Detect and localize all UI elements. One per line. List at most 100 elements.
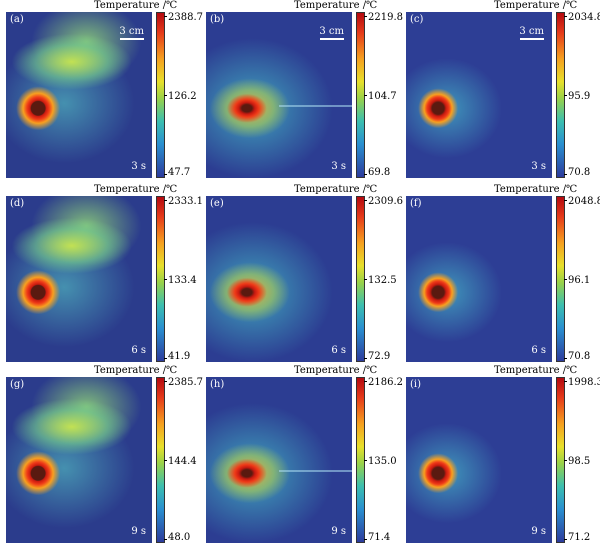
panel-time-label: 9 s xyxy=(131,526,146,537)
thermal-plume xyxy=(406,377,552,543)
colorbar-title: Temperature /℃ xyxy=(294,184,378,195)
thermal-panel: (a) 3 s 3 cm Temperature /℃ 2388.7 126.2 47.7 xyxy=(6,0,203,180)
colorbar-tick xyxy=(564,539,567,540)
colorbar-mid-label: 98.5 xyxy=(568,456,591,467)
colorbar-title: Temperature /℃ xyxy=(294,0,378,11)
colorbar-tick xyxy=(364,279,367,280)
colorbar-tick xyxy=(564,95,567,96)
scale-bar: 3 cm xyxy=(519,26,544,40)
colorbar-max-label: 2186.2 xyxy=(368,377,403,388)
scale-bar-line xyxy=(119,38,144,40)
scale-bar-line xyxy=(319,38,344,40)
colorbar-mid-label: 126.2 xyxy=(168,91,197,102)
thermal-image: (a) 3 s 3 cm xyxy=(6,12,152,178)
colorbar-tick xyxy=(564,358,567,359)
colorbar-tick xyxy=(364,381,367,382)
colorbar-max-label: 2333.1 xyxy=(168,196,203,207)
thermal-panel: (c) 3 s 3 cm Temperature /℃ 2034.8 95.9 70.8 xyxy=(406,0,600,180)
colorbar-tick xyxy=(164,539,167,540)
colorbar-tick xyxy=(364,460,367,461)
panel-letter: (e) xyxy=(210,198,224,209)
colorbar-tick xyxy=(164,200,167,201)
colorbar-tick xyxy=(564,174,567,175)
panel-time-label: 6 s xyxy=(531,345,546,356)
colorbar-min-label: 71.4 xyxy=(368,532,391,543)
colorbar-title: Temperature /℃ xyxy=(494,365,578,376)
thermal-image: (d) 6 s xyxy=(6,196,152,362)
colorbar-max-label: 2219.8 xyxy=(368,12,403,23)
panel-time-label: 3 s xyxy=(331,161,346,172)
thermal-panel: (b) 3 s 3 cm Temperature /℃ 2219.8 104.7 69.8 xyxy=(206,0,403,180)
panel-letter: (c) xyxy=(410,14,424,25)
colorbar-title: Temperature /℃ xyxy=(94,184,178,195)
thermal-plume xyxy=(206,196,352,362)
panel-letter: (f) xyxy=(410,198,422,209)
colorbar-title: Temperature /℃ xyxy=(94,365,178,376)
colorbar-tick xyxy=(164,381,167,382)
panel-time-label: 6 s xyxy=(331,345,346,356)
colorbar-max-label: 2034.8 xyxy=(568,12,600,23)
scale-bar-line xyxy=(519,38,544,40)
colorbar-tick xyxy=(164,174,167,175)
thermal-image: (b) 3 s 3 cm xyxy=(206,12,352,178)
colorbar-tick xyxy=(564,16,567,17)
colorbar-mid-label: 132.5 xyxy=(368,275,397,286)
panel-time-label: 3 s xyxy=(131,161,146,172)
thermal-plume xyxy=(206,377,352,543)
thermal-panel: (e) 6 s Temperature /℃ 2309.6 132.5 72.9 xyxy=(206,184,403,364)
colorbar-max-label: 2385.7 xyxy=(168,377,203,388)
colorbar-max-label: 2048.8 xyxy=(568,196,600,207)
colorbar-min-label: 69.8 xyxy=(368,167,391,178)
panel-letter: (a) xyxy=(10,14,24,25)
thermal-panel: (d) 6 s Temperature /℃ 2333.1 133.4 41.9 xyxy=(6,184,203,364)
colorbar-tick xyxy=(564,381,567,382)
colorbar-max-label: 2309.6 xyxy=(368,196,403,207)
panel-letter: (d) xyxy=(10,198,25,209)
colorbar-tick xyxy=(164,358,167,359)
thermal-plume xyxy=(406,196,552,362)
panel-time-label: 9 s xyxy=(331,526,346,537)
scale-bar-label: 3 cm xyxy=(519,26,544,37)
colorbar-tick xyxy=(164,95,167,96)
colorbar-tick xyxy=(164,460,167,461)
colorbar-tick xyxy=(364,200,367,201)
thermal-panel: (g) 9 s Temperature /℃ 2385.7 144.4 48.0 xyxy=(6,365,203,545)
colorbar-min-label: 48.0 xyxy=(168,532,191,543)
panel-letter: (h) xyxy=(210,379,225,390)
thermal-plume xyxy=(6,377,152,543)
colorbar-tick xyxy=(564,200,567,201)
colorbar-mid-label: 96.1 xyxy=(568,275,591,286)
colorbar-mid-label: 104.7 xyxy=(368,91,397,102)
colorbar-tick xyxy=(164,16,167,17)
colorbar-min-label: 70.8 xyxy=(568,351,591,362)
colorbar-mid-label: 135.0 xyxy=(368,456,397,467)
panel-letter: (b) xyxy=(210,14,225,25)
colorbar-mid-label: 95.9 xyxy=(568,91,591,102)
colorbar-tick xyxy=(364,16,367,17)
colorbar-mid-label: 144.4 xyxy=(168,456,197,467)
thermal-panel: (f) 6 s Temperature /℃ 2048.8 96.1 70.8 xyxy=(406,184,600,364)
thermal-plume xyxy=(6,196,152,362)
panel-time-label: 6 s xyxy=(131,345,146,356)
colorbar-title: Temperature /℃ xyxy=(94,0,178,11)
colorbar-tick xyxy=(364,539,367,540)
colorbar-max-label: 2388.7 xyxy=(168,12,203,23)
colorbar-min-label: 71.2 xyxy=(568,532,591,543)
colorbar-tick xyxy=(364,358,367,359)
colorbar-tick xyxy=(364,95,367,96)
panel-letter: (i) xyxy=(410,379,422,390)
panel-time-label: 3 s xyxy=(531,161,546,172)
colorbar-tick xyxy=(564,279,567,280)
scale-bar-label: 3 cm xyxy=(119,26,144,37)
thermal-image: (i) 9 s xyxy=(406,377,552,543)
thermal-panel: (i) 9 s Temperature /℃ 1998.3 98.5 71.2 xyxy=(406,365,600,545)
colorbar-min-label: 70.8 xyxy=(568,167,591,178)
colorbar-tick xyxy=(164,279,167,280)
colorbar-tick xyxy=(364,174,367,175)
scale-bar: 3 cm xyxy=(319,26,344,40)
colorbar-title: Temperature /℃ xyxy=(294,365,378,376)
colorbar-tick xyxy=(564,460,567,461)
scale-bar: 3 cm xyxy=(119,26,144,40)
thermal-image: (c) 3 s 3 cm xyxy=(406,12,552,178)
colorbar-title: Temperature /℃ xyxy=(494,0,578,11)
